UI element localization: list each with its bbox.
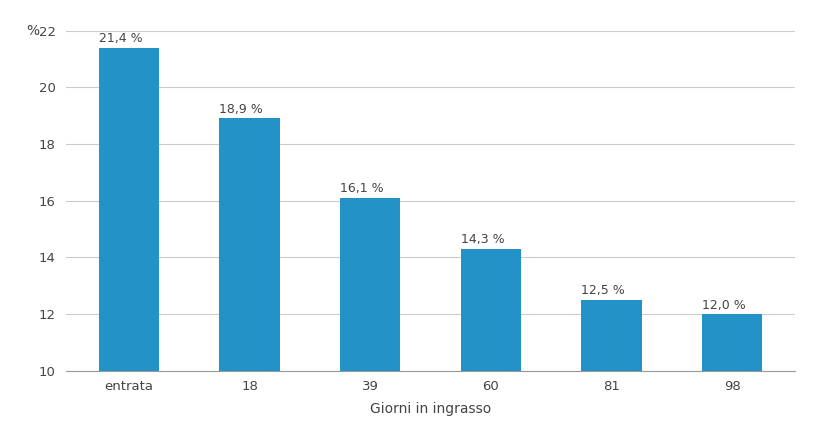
- Text: 14,3 %: 14,3 %: [460, 233, 504, 246]
- Text: 21,4 %: 21,4 %: [98, 32, 143, 45]
- Text: 18,9 %: 18,9 %: [219, 103, 263, 116]
- Bar: [581, 300, 640, 436]
- Y-axis label: %: %: [26, 24, 39, 38]
- Text: 12,5 %: 12,5 %: [581, 284, 624, 297]
- Text: 16,1 %: 16,1 %: [340, 182, 383, 195]
- Bar: [460, 249, 520, 436]
- Text: 12,0 %: 12,0 %: [701, 299, 744, 312]
- Bar: [701, 314, 762, 436]
- X-axis label: Giorni in ingrasso: Giorni in ingrasso: [369, 402, 491, 416]
- Bar: [219, 119, 279, 436]
- Bar: [340, 198, 400, 436]
- Bar: [98, 48, 159, 436]
